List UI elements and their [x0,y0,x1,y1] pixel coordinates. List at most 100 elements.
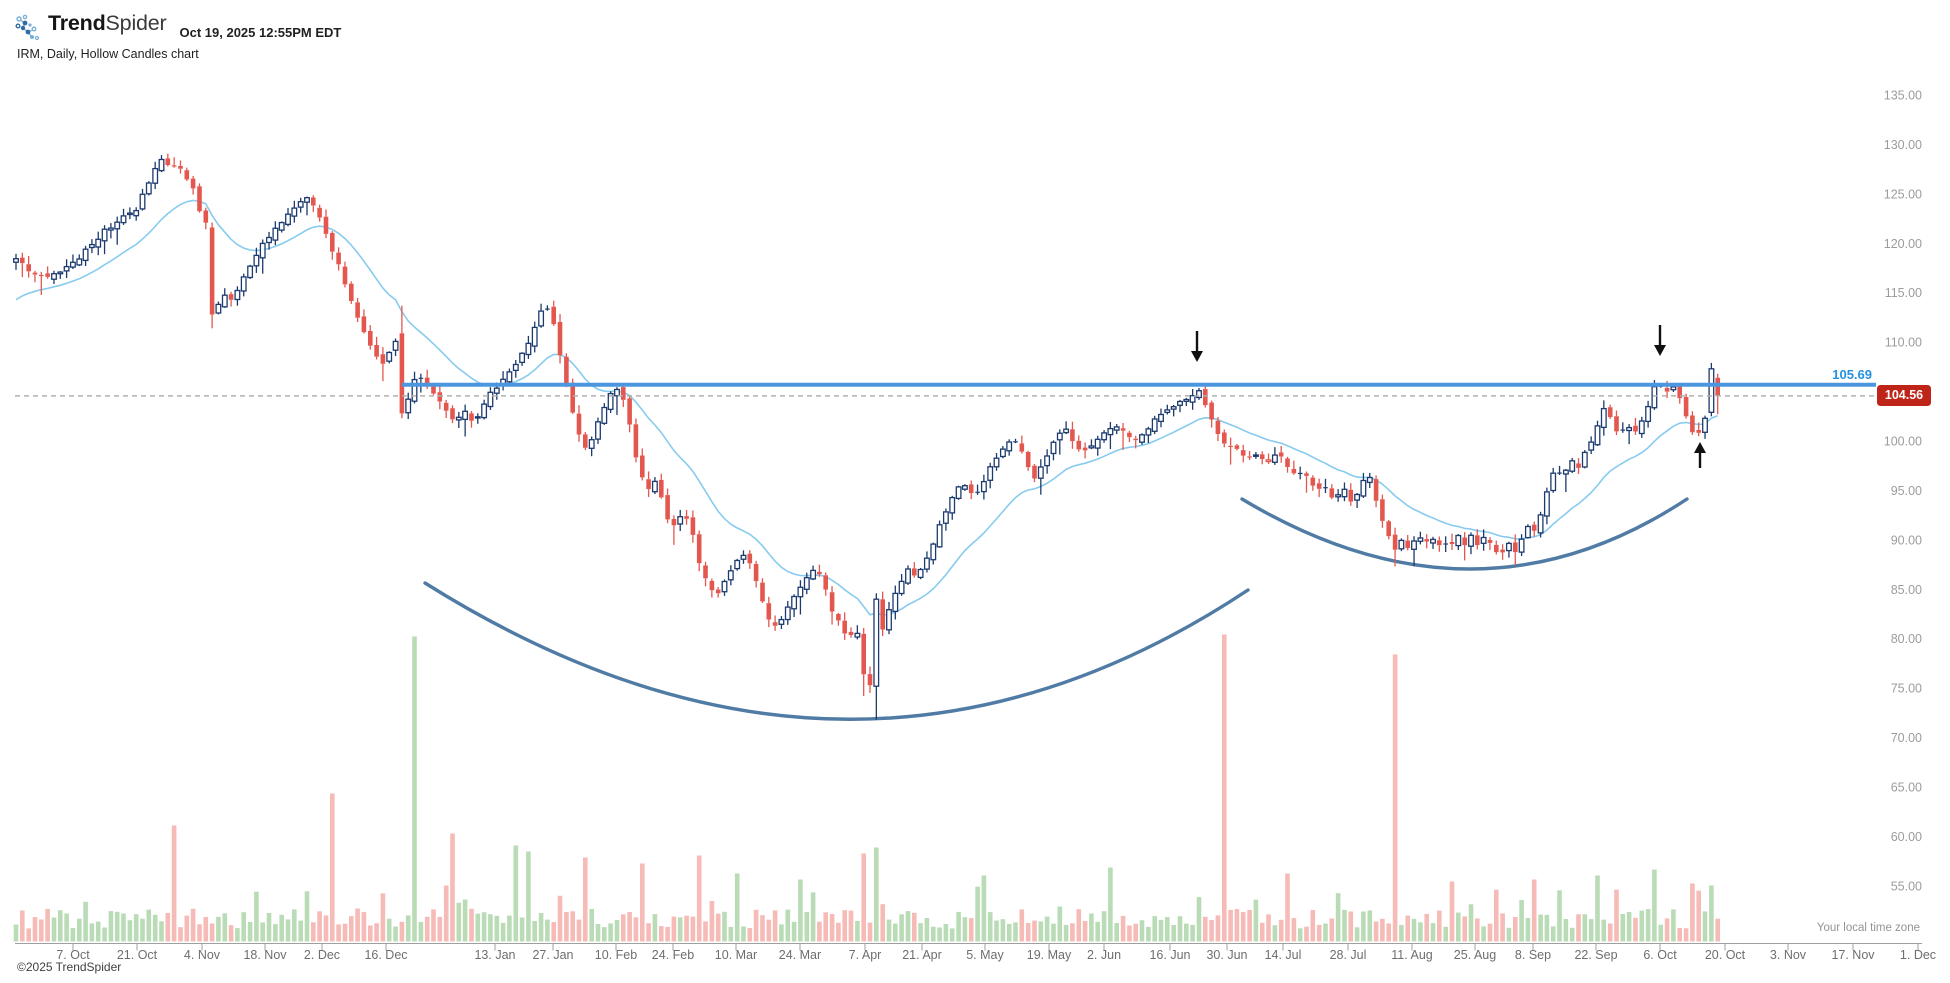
volume-bar [146,909,152,942]
volume-bar [1234,909,1240,942]
volume-bar [1494,889,1499,942]
candle [614,387,620,415]
candle [772,615,778,631]
candle [76,254,83,267]
volume-bar [1272,925,1278,942]
candle [1702,415,1708,439]
candle [1475,529,1480,550]
header: TrendSpider Oct 19, 2025 12:55PM EDT [14,10,341,41]
x-axis-label: 22. Sep [1574,948,1617,962]
candle [1050,440,1057,461]
volume-bar [184,915,190,942]
volume-bar [1405,915,1410,942]
x-axis-label: 27. Jan [532,948,573,962]
candle [355,298,360,323]
volume-bar [431,909,436,942]
candle [266,231,272,250]
volume-bar [222,913,228,942]
candle [1196,388,1202,400]
volume-bar [89,923,95,942]
volume-bar [842,910,847,942]
x-axis-label: 5. May [966,948,1004,962]
candle [987,462,994,489]
down-arrow-june [1191,331,1203,362]
volume-bar [823,912,828,942]
volume-bar [583,857,588,942]
volume-bar [994,920,999,942]
volume-bar [361,912,367,942]
volume-bar [665,926,670,942]
candle [1588,436,1595,454]
y-axis-label: 85.00 [1891,583,1922,597]
volume-bar [405,915,411,942]
candle [114,216,121,245]
volume-bar [1006,923,1012,942]
candle [203,207,209,230]
candle [380,347,386,382]
volume-bar [1044,916,1050,942]
volume-bar [1658,924,1664,942]
volume-bar [519,917,525,942]
volume-bar [671,916,677,942]
candle [1614,410,1619,435]
candle [297,197,304,213]
volume-bar [1588,919,1594,942]
candle [336,247,341,271]
candle [975,484,980,495]
volume-bar [956,911,961,942]
y-axis-label: 60.00 [1891,830,1922,844]
candle [531,321,538,353]
volume-bar [652,914,658,942]
volume-bar [1114,923,1119,942]
volume-bar [968,918,974,942]
volume-bar [1000,919,1006,942]
candle [583,432,588,451]
candle [1278,446,1284,463]
x-axis-label: 4. Nov [184,948,221,962]
candle [291,200,298,223]
candle [671,515,677,545]
x-axis-label: 21. Oct [117,948,158,962]
volume-bar [621,914,626,942]
volume-bar [779,924,784,942]
volume-bar [412,636,417,942]
x-axis-label: 28. Jul [1330,948,1367,962]
right-cup-arc [1240,497,1689,571]
candle [1209,400,1214,428]
candle [873,593,880,720]
volume-bar [772,910,778,942]
y-axis-label: 125.00 [1884,187,1922,201]
candle [1170,405,1177,417]
x-axis-label: 16. Jun [1149,948,1190,962]
volume-bar [58,910,63,942]
volume-bar [1108,867,1113,942]
candle [570,378,575,414]
candle [684,509,689,525]
candle [968,480,974,500]
volume-bar [1076,909,1082,942]
volume-bar [1418,922,1423,942]
candle [898,574,905,596]
volume-bar [70,928,76,942]
candle [607,391,614,413]
volume-bar [1626,912,1632,942]
volume-bar [1190,924,1195,942]
volume-bar [1019,909,1025,942]
volume-bar [424,916,430,942]
volume-bar [1456,912,1461,942]
volume-bar [532,921,537,942]
candle [51,270,57,284]
volume-bar [602,927,607,942]
volume-bar [975,886,980,942]
volume-bar [83,901,88,942]
volume-bar [1645,909,1651,942]
x-axis-label: 11. Aug [1391,948,1433,962]
volume-bar [418,921,424,942]
volume-bar [1702,911,1708,942]
candle [278,221,285,233]
candle [696,530,702,572]
candle [512,360,519,378]
volume-bar [1089,913,1094,942]
candle [576,405,582,442]
